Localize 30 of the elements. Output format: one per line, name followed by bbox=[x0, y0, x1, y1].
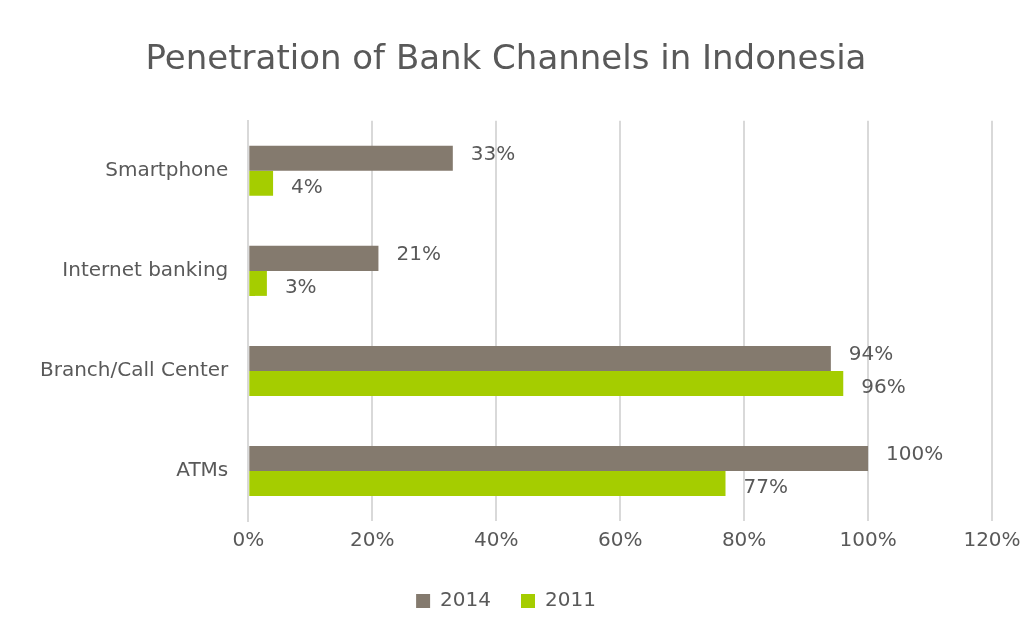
x-tick-label: 100% bbox=[839, 527, 897, 552]
y-tick-label: Internet banking bbox=[62, 257, 229, 282]
data-label: 96% bbox=[861, 373, 906, 398]
data-label: 94% bbox=[848, 340, 894, 365]
legend-label: 2014 bbox=[440, 587, 492, 612]
x-tick-label: 80% bbox=[721, 527, 767, 552]
y-tick-label: Smartphone bbox=[105, 157, 229, 182]
bar bbox=[249, 370, 844, 396]
bar bbox=[249, 445, 869, 471]
data-label: 100% bbox=[886, 440, 944, 465]
x-tick-label: 20% bbox=[350, 527, 395, 552]
y-tick-label: ATMs bbox=[176, 457, 229, 482]
data-label: 3% bbox=[284, 273, 317, 298]
bar bbox=[249, 145, 453, 171]
bar bbox=[249, 170, 274, 196]
x-tick-label: 120% bbox=[963, 527, 1021, 552]
legend-label: 2011 bbox=[545, 587, 596, 612]
bar bbox=[249, 345, 831, 371]
data-label: 33% bbox=[470, 140, 516, 165]
x-tick-label: 40% bbox=[473, 527, 519, 552]
bar bbox=[249, 470, 726, 496]
data-label: 77% bbox=[743, 473, 788, 498]
chart-title: Penetration of Bank Channels in Indonesia bbox=[145, 37, 867, 78]
data-label: 21% bbox=[396, 240, 441, 265]
bar bbox=[249, 270, 267, 296]
x-tick-label: 0% bbox=[232, 527, 265, 552]
data-label: 4% bbox=[291, 173, 323, 198]
x-tick-label: 60% bbox=[597, 527, 643, 552]
bar bbox=[249, 245, 379, 271]
y-tick-label: Branch/Call Center bbox=[39, 357, 230, 382]
